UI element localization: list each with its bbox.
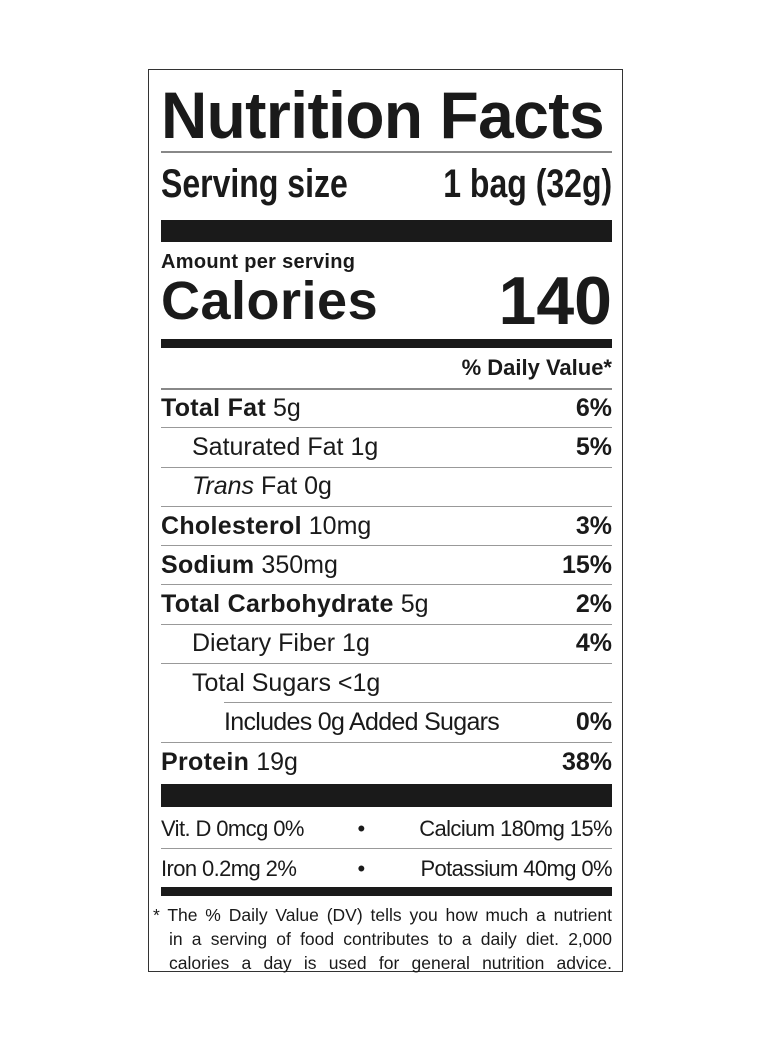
nutrient-dv: 3% [575, 511, 612, 540]
nutrient-amount: 5g [272, 393, 301, 422]
nutrient-amount: 19g [256, 747, 298, 776]
calories-value: 140 [498, 263, 612, 339]
vitamin-row: Iron 0.2mg 2% • Potassium 40mg 0% [161, 849, 613, 888]
potassium: Potassium 40mg 0% [420, 855, 612, 881]
nutrient-row-protein: Protein 19g 38% [161, 743, 612, 782]
calcium: Calcium 180mg 15% [419, 815, 612, 841]
footnote-line: calories a day is used for general nutri… [169, 953, 612, 973]
nutrient-amount: 1g [342, 629, 370, 658]
nutrient-dv: 15% [561, 550, 612, 579]
nutrient-amount: 0g [304, 472, 332, 501]
thick-divider [161, 220, 612, 242]
nutrient-name: Total Carbohydrate [161, 590, 394, 619]
nutrient-dv: 38% [561, 747, 612, 776]
nutrient-dv: 5% [575, 432, 612, 461]
nutrient-dv: 2% [575, 590, 612, 619]
nutrient-dv: 6% [575, 393, 612, 422]
nutrient-name: Fat [261, 472, 298, 501]
amount-per-serving: Amount per serving [161, 251, 356, 273]
footnote-line: * The % Daily Value (DV) tells you how m… [153, 905, 612, 925]
thick-divider [161, 784, 612, 807]
nutrient-row-trans-fat: Trans Fat 0g [161, 468, 612, 507]
nutrient-dv: 4% [575, 629, 612, 658]
nutrient-row-cholesterol: Cholesterol 10mg 3% [161, 507, 612, 547]
vitamins-minerals: Vit. D 0mcg 0% • Calcium 180mg 15% Iron … [161, 809, 613, 888]
nutrient-amount: 5g [400, 590, 429, 619]
calories-row: Calories 140 [161, 263, 612, 339]
nutrient-row-total-carbohydrate: Total Carbohydrate 5g 2% [161, 585, 612, 625]
nutrient-row-sodium: Sodium 350mg 15% [161, 546, 612, 586]
serving-size-row: Serving size 1 bag (32g) [161, 162, 612, 206]
nutrient-dv: 0% [575, 708, 612, 737]
vitamin-row: Vit. D 0mcg 0% • Calcium 180mg 15% [161, 809, 613, 849]
divider [161, 388, 612, 390]
nutrient-name: Cholesterol [161, 511, 302, 540]
bullet-separator: • [357, 815, 365, 841]
nutrient-name: Total Sugars [192, 669, 331, 698]
nutrient-amount: 1g [350, 432, 379, 461]
nutrient-amount: 350mg [261, 550, 338, 579]
medium-divider [161, 887, 612, 896]
daily-value-header: % Daily Value* [461, 355, 612, 380]
nutrient-name: Includes 0g Added Sugars [224, 708, 500, 737]
footnote-line: in a serving of food contributes to a da… [169, 929, 612, 949]
nutrient-row-total-sugars: Total Sugars <1g [161, 664, 612, 704]
vitamin-d: Vit. D 0mcg 0% [161, 815, 304, 841]
iron: Iron 0.2mg 2% [161, 855, 297, 881]
nutrient-amount: 10mg [308, 511, 372, 540]
nutrition-facts-label: Nutrition Facts Serving size 1 bag (32g)… [148, 69, 623, 975]
bullet-separator: • [357, 855, 365, 881]
footnote: * The % Daily Value (DV) tells you how m… [153, 903, 612, 975]
nutrient-row-added-sugars: Includes 0g Added Sugars 0% [161, 703, 612, 743]
nutrient-row-dietary-fiber: Dietary Fiber 1g 4% [161, 625, 612, 665]
medium-divider [161, 339, 612, 348]
nutrient-name-italic: Trans [192, 472, 255, 501]
label-title: Nutrition Facts [161, 78, 605, 152]
nutrient-name: Sodium [161, 550, 255, 579]
serving-size-label: Serving size [161, 161, 348, 206]
nutrient-name: Dietary Fiber [192, 629, 336, 658]
nutrient-list: Total Fat 5g 6% Saturated Fat 1g 5% Tran… [161, 389, 612, 782]
nutrient-row-total-fat: Total Fat 5g 6% [161, 389, 612, 429]
nutrient-name: Saturated Fat [192, 432, 344, 461]
nutrient-name: Total Fat [161, 393, 267, 422]
divider [161, 151, 612, 153]
nutrient-amount: <1g [337, 669, 381, 698]
nutrient-row-saturated-fat: Saturated Fat 1g 5% [161, 428, 612, 468]
serving-size-value: 1 bag (32g) [443, 161, 612, 206]
nutrient-name: Protein [161, 747, 250, 776]
calories-label: Calories [161, 271, 379, 331]
